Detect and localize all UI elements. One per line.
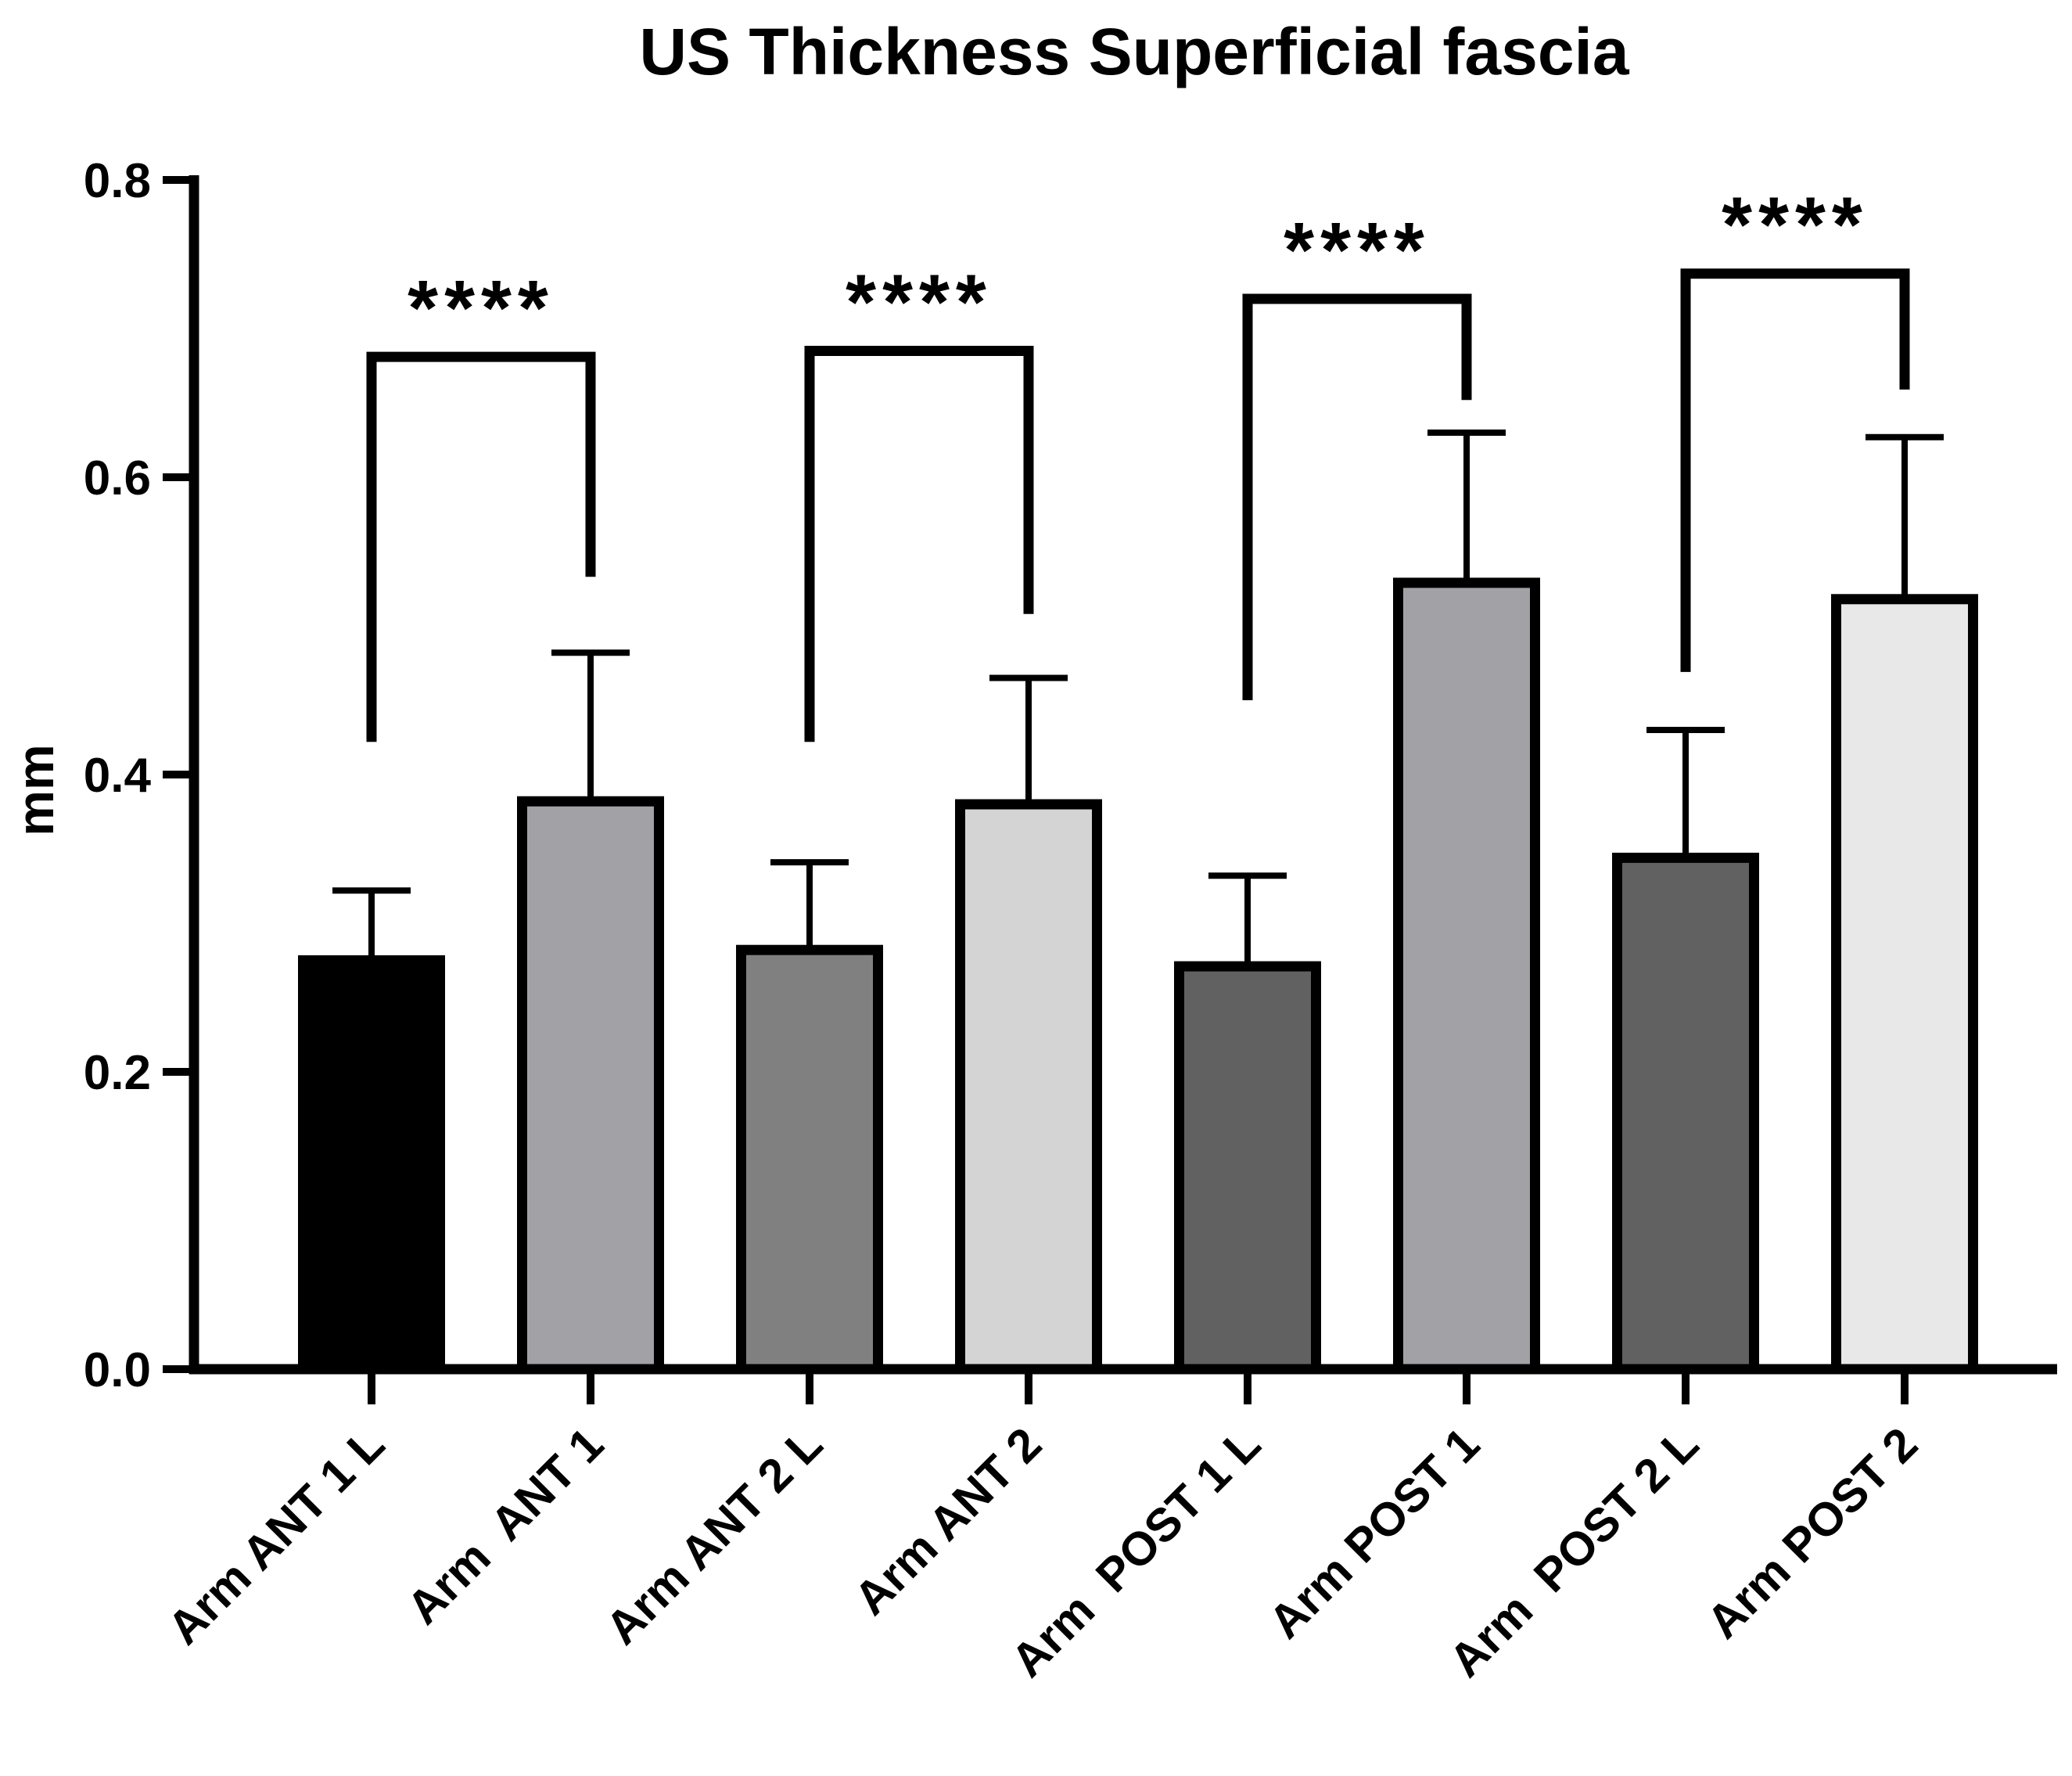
- significance-label-4: ****: [1722, 182, 1869, 269]
- y-tick-label-5: 0.8: [84, 154, 151, 208]
- error-bar-1: [332, 887, 411, 961]
- bar-7: [1612, 852, 1759, 1375]
- bar-5: [1174, 961, 1321, 1375]
- error-bars-layer: [332, 430, 1944, 967]
- significance-bracket-line-4: [1680, 268, 1910, 672]
- bar-3: [736, 944, 883, 1375]
- significance-label-3: ****: [1284, 207, 1431, 294]
- significance-layer: **** **** **** ****: [366, 182, 1910, 742]
- bars-layer: [298, 577, 1978, 1375]
- bar-8: [1831, 594, 1978, 1375]
- chart-title: US Thickness Superficial fascia: [639, 15, 1629, 88]
- error-bar-5: [1208, 872, 1287, 967]
- significance-bracket-2: ****: [804, 259, 1034, 742]
- x-tick-label-1: Arm ANT 1 L: [157, 1418, 394, 1655]
- y-tick-label-3: 0.4: [84, 749, 152, 803]
- significance-bracket-3: ****: [1242, 207, 1472, 700]
- bar-1: [298, 955, 445, 1375]
- x-tick-label-2: Arm ANT 1: [397, 1418, 613, 1634]
- bar-4: [955, 799, 1102, 1375]
- y-tick-label-1: 0.0: [84, 1343, 151, 1397]
- x-tick-label-4: Arm ANT 2: [844, 1418, 1051, 1625]
- error-bar-4: [989, 674, 1068, 804]
- significance-bracket-line-1: [366, 351, 596, 742]
- y-axis-label: mm: [6, 744, 64, 836]
- significance-bracket-line-2: [804, 346, 1034, 742]
- x-tick-label-3: Arm ANT 2 L: [595, 1418, 832, 1655]
- significance-label-2: ****: [846, 259, 993, 347]
- significance-bracket-line-3: [1242, 293, 1472, 700]
- error-bar-7: [1646, 727, 1725, 858]
- y-tick-label-4: 0.6: [84, 451, 151, 505]
- bar-2: [517, 796, 664, 1375]
- x-tick-label-6: Arm POST 1: [1259, 1418, 1489, 1648]
- significance-bracket-1: ****: [366, 264, 596, 742]
- error-bar-3: [770, 859, 849, 951]
- error-bar-2: [551, 649, 630, 802]
- error-bar-6: [1427, 430, 1506, 583]
- significance-label-1: ****: [408, 264, 555, 352]
- y-tick-label-2: 0.2: [84, 1046, 151, 1100]
- significance-bracket-4: ****: [1680, 182, 1910, 672]
- x-tick-label-8: Arm POST 2: [1697, 1418, 1927, 1648]
- error-bar-8: [1866, 433, 1944, 599]
- bar-6: [1393, 577, 1540, 1375]
